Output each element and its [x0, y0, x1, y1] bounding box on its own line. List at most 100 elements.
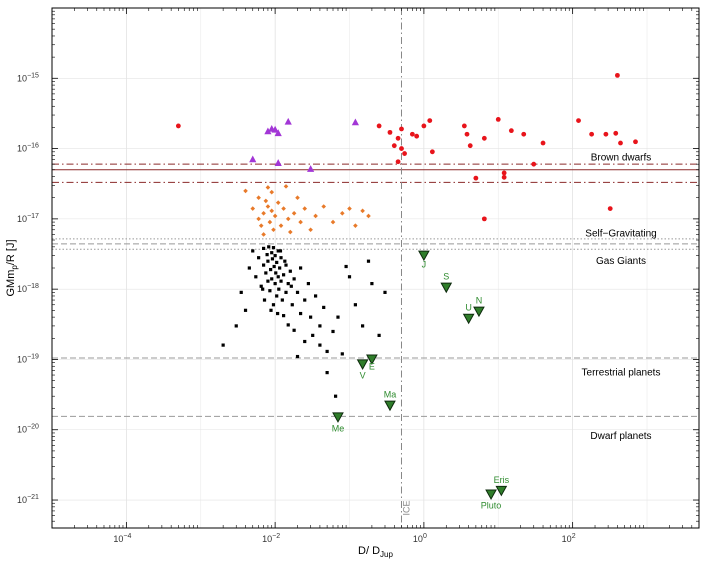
black-square-point [284, 263, 288, 267]
orange-diamond-point [269, 208, 275, 214]
black-square-point [247, 266, 251, 270]
red-circle-point [464, 131, 470, 137]
y-tick-label: 10−17 [17, 213, 39, 224]
black-square-point [251, 249, 255, 253]
planet-triangle-point [462, 313, 475, 325]
black-square-point [261, 287, 265, 291]
y-tick-label: 10−16 [17, 143, 39, 154]
red-circle-point [409, 131, 415, 137]
planet-triangle-point [332, 412, 344, 423]
orange-diamond-point [291, 211, 297, 216]
black-square-point [276, 275, 280, 279]
black-square-point [322, 305, 326, 310]
orange-diamond-point [281, 206, 286, 211]
orange-diamond-point [256, 216, 261, 222]
region-label: Brown dwarfs [591, 152, 652, 163]
orange-diamond-point [360, 208, 365, 214]
region-label: Gas Giants [596, 256, 646, 267]
black-square-point [279, 256, 283, 260]
region-label: Dwarf planets [590, 431, 651, 442]
black-square-point [262, 263, 266, 267]
red-circle-point [540, 140, 546, 146]
black-square-point [272, 264, 276, 269]
x-axis-title: D/ DJup [358, 545, 393, 559]
black-square-point [370, 281, 374, 286]
orange-diamond-point [339, 211, 345, 216]
black-square-point [284, 290, 288, 294]
region-label: Terrestrial planets [582, 368, 661, 379]
black-square-point [282, 273, 286, 277]
red-circle-point [467, 143, 473, 149]
black-square-point [270, 251, 274, 255]
red-circle-point [618, 140, 623, 146]
black-square-point [282, 314, 286, 318]
orange-diamond-point [285, 216, 291, 222]
red-circle-point [531, 161, 537, 167]
orange-diamond-point [298, 219, 303, 225]
orange-diamond-point [302, 206, 308, 211]
purple-triangle-point [284, 117, 292, 125]
black-square-point [340, 352, 344, 356]
black-square-point [234, 324, 238, 328]
black-square-point [277, 287, 281, 291]
orange-diamond-point [271, 227, 276, 233]
red-circle-point [615, 72, 620, 78]
black-square-point [303, 298, 307, 302]
black-square-point [271, 246, 276, 250]
black-square-point [269, 308, 273, 312]
orange-diamond-point [261, 232, 266, 237]
black-square-point [271, 303, 276, 307]
x-tick-label: 10−4 [113, 533, 131, 544]
black-square-point [325, 370, 329, 375]
red-circle-point [633, 139, 638, 145]
red-circle-point [429, 149, 435, 155]
black-square-point [259, 284, 263, 288]
black-square-point [257, 256, 261, 260]
black-square-point [289, 284, 293, 288]
black-square-point [295, 354, 300, 359]
planet-label: Me [332, 423, 345, 433]
planet-label: S [443, 272, 449, 282]
planet-triangle-point [366, 354, 378, 365]
ice-label: ICE [401, 500, 411, 515]
orange-diamond-point [243, 188, 248, 194]
black-square-point [266, 279, 270, 283]
black-square-point [295, 290, 300, 294]
black-square-point [254, 275, 258, 279]
purple-triangle-point [271, 125, 279, 133]
orange-diamond-point [321, 204, 327, 209]
planet-label: V [360, 370, 366, 380]
orange-diamond-point [265, 185, 271, 190]
black-square-point [273, 281, 277, 286]
plot-background [52, 8, 699, 528]
orange-diamond-point [275, 200, 281, 205]
red-circle-point [521, 131, 527, 137]
black-square-point [344, 264, 348, 269]
black-square-point [243, 308, 248, 312]
red-circle-point [399, 126, 404, 132]
black-square-point [280, 298, 284, 302]
orange-diamond-point [267, 219, 273, 225]
purple-triangle-point [274, 129, 282, 137]
black-square-point [331, 329, 335, 334]
red-circle-point [508, 128, 514, 134]
planet-triangle-point [473, 306, 485, 318]
black-square-point [347, 275, 352, 279]
axis-ticks: 10−4 10−2 100 102 10−21 10−20 10−19 10−18 10−17 1… [17, 8, 700, 544]
x-tick-label: 10−2 [262, 533, 280, 544]
orange-diamond-point [347, 206, 352, 211]
planet-label: Eris [494, 475, 510, 485]
y-tick-label: 10−15 [17, 72, 39, 83]
orange-diamond-point [269, 189, 275, 195]
black-square-point [313, 294, 318, 298]
orange-diamond-point [295, 195, 300, 201]
black-square-point [290, 303, 294, 307]
orange-diamond-point [366, 213, 371, 219]
black-square-point [286, 323, 290, 327]
red-circle-point [501, 174, 507, 180]
planet-triangle-point [384, 400, 396, 412]
black-square-point [361, 324, 365, 328]
purple-triangle-point [307, 165, 315, 172]
orange-diamond-point [261, 211, 266, 216]
